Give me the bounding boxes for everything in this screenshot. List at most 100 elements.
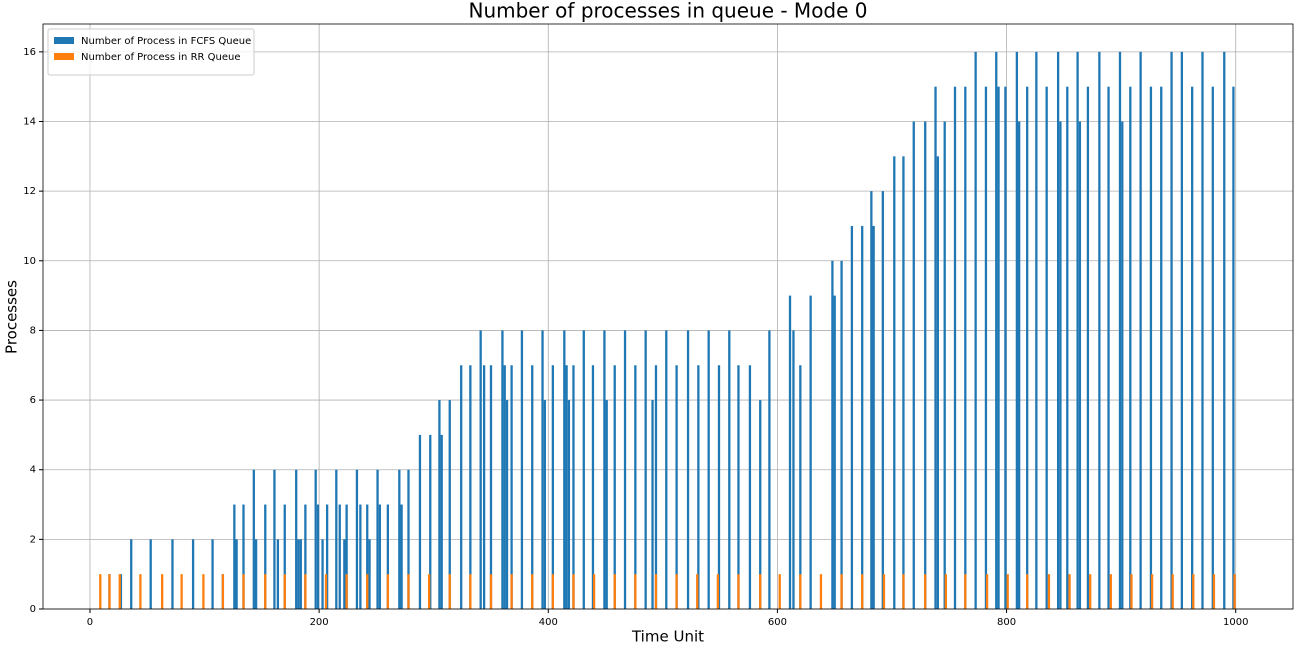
chart-title: Number of processes in queue - Mode 0	[468, 0, 867, 23]
bar	[1212, 574, 1216, 609]
bar	[565, 365, 568, 609]
bar	[479, 330, 482, 609]
bar	[716, 574, 719, 609]
y-tick-label: 8	[30, 325, 36, 336]
bar	[1171, 574, 1174, 609]
bar	[985, 574, 989, 609]
bar	[191, 539, 195, 609]
bar	[355, 469, 359, 609]
bar	[489, 574, 493, 609]
bar	[469, 574, 472, 609]
bar	[338, 504, 341, 609]
bar	[343, 539, 346, 609]
bar	[644, 330, 647, 609]
bar	[324, 574, 328, 609]
bar	[1004, 86, 1007, 609]
bar	[503, 365, 506, 609]
bar	[623, 330, 627, 609]
bar	[460, 365, 463, 609]
bar	[924, 574, 927, 609]
bar	[273, 469, 276, 609]
bar	[840, 574, 843, 609]
bar	[376, 469, 379, 609]
bar	[440, 434, 443, 609]
bar	[368, 539, 371, 609]
bar	[964, 574, 967, 609]
x-tick-label: 800	[997, 617, 1016, 628]
bar	[242, 574, 245, 609]
bar	[1109, 574, 1112, 609]
bar	[520, 330, 524, 609]
bar	[1107, 86, 1110, 609]
bar	[299, 539, 302, 609]
bar	[108, 574, 111, 609]
bar	[944, 574, 947, 609]
bar	[831, 260, 834, 609]
bar	[407, 574, 410, 609]
bar	[759, 400, 762, 609]
bar	[1201, 51, 1204, 610]
bar	[1018, 121, 1021, 609]
bar	[675, 574, 678, 609]
bar	[438, 400, 441, 609]
bar	[984, 86, 988, 609]
legend: Number of Process in FCFS Queue Number of…	[47, 28, 255, 76]
bar	[99, 574, 102, 609]
bar	[345, 504, 348, 609]
bar	[1026, 574, 1029, 609]
bar	[1098, 51, 1101, 610]
bar	[953, 86, 957, 609]
bar	[295, 469, 298, 609]
bar	[882, 574, 886, 609]
bar	[675, 365, 678, 609]
bar	[510, 365, 513, 609]
bar	[768, 330, 771, 609]
bar	[469, 365, 472, 609]
bar	[297, 539, 300, 609]
y-tick-label: 14	[23, 117, 36, 128]
legend-label: Number of Process in RR Queue	[81, 52, 241, 63]
bar	[551, 574, 554, 609]
bar	[567, 400, 571, 609]
bar	[840, 260, 843, 609]
bar	[264, 504, 267, 609]
bar	[233, 504, 236, 609]
y-tick-label: 6	[30, 395, 36, 406]
bar	[1149, 86, 1153, 609]
bar	[321, 539, 324, 609]
bar	[1211, 86, 1214, 609]
bar	[510, 574, 513, 609]
bar	[651, 400, 654, 609]
bar	[1035, 51, 1038, 610]
bar	[304, 574, 307, 609]
bar	[1139, 51, 1142, 610]
bar	[531, 574, 534, 609]
bar	[386, 504, 390, 609]
bar	[1026, 86, 1029, 609]
bar	[386, 574, 390, 609]
bar	[603, 330, 606, 609]
bar	[149, 539, 152, 609]
x-tick-label: 400	[539, 617, 558, 628]
bar	[448, 574, 451, 609]
bar	[541, 330, 544, 609]
bar	[531, 365, 534, 609]
bar	[314, 469, 317, 609]
bar	[161, 574, 164, 609]
bar	[893, 156, 896, 610]
bar	[1015, 51, 1019, 610]
bar	[861, 225, 864, 609]
bar	[697, 365, 700, 609]
bar	[1170, 51, 1173, 610]
bar	[613, 574, 616, 609]
bar	[1118, 51, 1122, 610]
bar	[809, 295, 812, 609]
bar	[304, 504, 307, 609]
bar	[1160, 86, 1163, 609]
y-tick-label: 10	[23, 256, 36, 267]
bar	[613, 365, 616, 609]
bar	[283, 574, 286, 609]
bar	[717, 365, 721, 609]
y-tick-label: 12	[23, 186, 36, 197]
